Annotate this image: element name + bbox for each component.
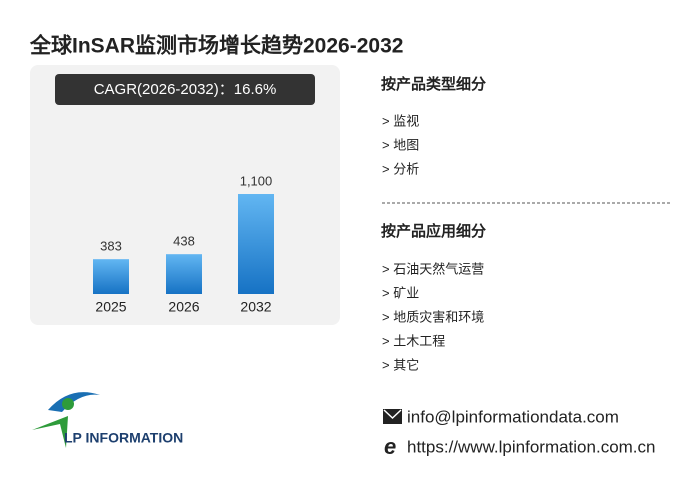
item: > 监视 [382, 113, 419, 128]
value-label: 1,100 [240, 173, 273, 188]
title: 全球InSAR监测市场增长趋势2026-2032 [29, 34, 403, 58]
ie-icon: e [384, 434, 396, 459]
email: info@lpinformationdata.com [407, 407, 619, 426]
section-title: 按产品应用细分 [381, 222, 486, 240]
bar-group: 383 2025 438 2026 1,100 2032 [93, 173, 274, 315]
logo-mark [32, 392, 100, 448]
x-tick-label: 2026 [168, 299, 199, 315]
item: > 地图 [382, 137, 419, 152]
logo-text: LP INFORMATION [64, 430, 183, 446]
bar [93, 259, 129, 294]
email-icon [383, 409, 402, 424]
item: > 其它 [382, 357, 419, 372]
website: https://www.lpinformation.com.cn [407, 437, 655, 456]
value-label: 383 [100, 239, 122, 254]
x-tick-label: 2032 [240, 299, 271, 315]
item: > 土木工程 [382, 333, 445, 348]
item: > 矿业 [382, 285, 419, 300]
item: > 地质灾害和环境 [382, 309, 484, 324]
value-label: 438 [173, 234, 195, 249]
x-tick-label: 2025 [95, 299, 126, 315]
bar [238, 194, 274, 294]
cagr-box [55, 74, 315, 105]
item: > 石油天然气运营 [382, 261, 484, 276]
cagr: CAGR(2026-2032)：16.6% [94, 81, 277, 98]
section-title: 按产品类型细分 [381, 75, 486, 93]
items: > 监视 > 地图 > 分析 > 石油天然气运营 > 矿业 > 地质灾害和环境 > 土木工程… [382, 113, 484, 372]
bar [166, 254, 202, 294]
item: > 分析 [382, 161, 419, 176]
